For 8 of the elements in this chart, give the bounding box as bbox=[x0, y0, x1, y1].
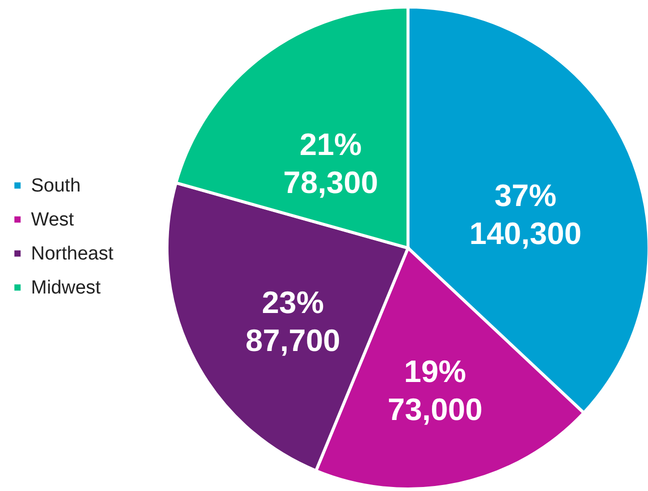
data-label: 21% 78,300 bbox=[283, 126, 378, 200]
legend-label: Northeast bbox=[31, 244, 114, 264]
data-label: 37% 140,300 bbox=[469, 178, 582, 252]
data-label: 23% 87,700 bbox=[245, 284, 340, 358]
legend-label: Midwest bbox=[31, 278, 102, 298]
data-label: 19% 73,000 bbox=[388, 354, 482, 428]
legend-label: West bbox=[31, 210, 75, 230]
legend-label: South bbox=[31, 176, 81, 196]
